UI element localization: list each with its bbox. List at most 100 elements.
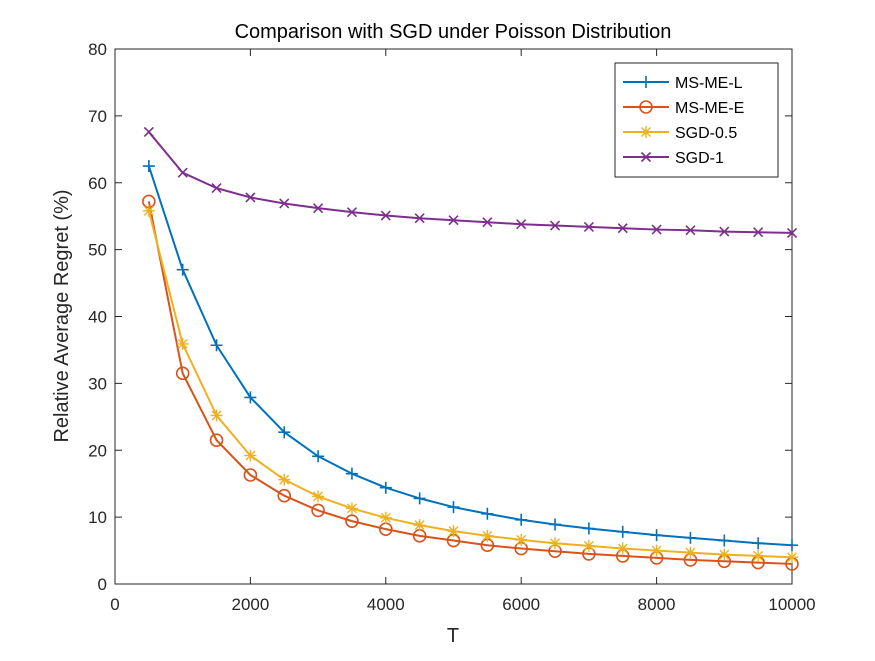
data-point-sgd-0-5 — [549, 537, 562, 550]
x-tick-label: 0 — [110, 595, 119, 614]
series-ms-me-l — [142, 160, 798, 552]
data-point-ms-me-e — [175, 366, 190, 381]
data-point-sgd-0-5 — [413, 519, 426, 532]
data-point-sgd-0-5 — [210, 409, 223, 422]
data-point-sgd-0-5 — [481, 529, 494, 542]
data-point-ms-me-e — [311, 503, 325, 518]
y-tick-label: 30 — [88, 374, 107, 393]
legend-entry-ms-me-l: MS-ME-L — [623, 75, 743, 92]
data-point-ms-me-e — [277, 488, 292, 503]
data-point-sgd-0-5 — [650, 544, 663, 557]
data-point-ms-me-e — [209, 433, 224, 448]
data-point-sgd-0-5 — [244, 449, 257, 462]
y-tick-label: 0 — [98, 575, 107, 594]
data-point-ms-me-l — [515, 513, 528, 526]
data-point-sgd-1 — [786, 227, 798, 238]
data-point-sgd-1 — [549, 220, 561, 231]
data-point-sgd-1 — [414, 213, 425, 224]
data-point-sgd-0-5 — [278, 473, 291, 486]
data-point-sgd-1 — [211, 183, 222, 194]
x-axis-label: T — [447, 625, 459, 647]
x-tick-label: 2000 — [231, 595, 269, 614]
data-point-sgd-0-5 — [515, 533, 528, 546]
data-point-ms-me-l — [684, 531, 697, 544]
data-point-sgd-1 — [177, 167, 188, 178]
data-point-sgd-0-5 — [447, 525, 460, 538]
data-point-sgd-0-5 — [718, 548, 731, 561]
legend: MS-ME-L MS-ME-E SGD-0.5 SGD-1 — [614, 62, 779, 178]
data-point-ms-me-l — [582, 522, 595, 535]
legend-marker-sgd-0-5 — [640, 126, 652, 138]
data-point-sgd-1 — [482, 217, 493, 228]
data-point-sgd-0-5 — [379, 511, 392, 524]
data-point-sgd-0-5 — [142, 204, 155, 217]
legend-label-sgd-0-5: SGD-0.5 — [675, 125, 737, 142]
axes: 0 2000 4000 6000 8000 10000 0 10 20 30 40 50 60 70 80 — [88, 40, 816, 614]
series-sgd-1 — [143, 126, 798, 238]
legend-marker-ms-me-e — [639, 100, 653, 114]
data-point-sgd-1 — [516, 219, 527, 230]
x-tick-label: 10000 — [768, 595, 815, 614]
data-point-sgd-1 — [313, 203, 324, 214]
data-point-sgd-0-5 — [176, 337, 189, 350]
data-point-sgd-0-5 — [752, 549, 765, 562]
y-tick-label: 80 — [88, 40, 107, 59]
data-point-sgd-0-5 — [786, 551, 798, 564]
data-point-sgd-1 — [245, 192, 256, 203]
data-point-ms-me-l — [345, 467, 358, 480]
legend-label-ms-me-e: MS-ME-E — [675, 100, 744, 117]
x-tick-label: 6000 — [502, 595, 540, 614]
data-point-sgd-1 — [651, 224, 662, 235]
y-tick-label: 50 — [88, 241, 107, 260]
series-ms-me-e — [142, 194, 799, 571]
data-point-sgd-1 — [617, 223, 628, 234]
y-tick-label: 20 — [88, 441, 107, 460]
data-point-sgd-1 — [346, 207, 358, 218]
y-tick-label: 10 — [88, 508, 107, 527]
series-sgd-0-5 — [142, 204, 798, 564]
data-point-sgd-0-5 — [582, 539, 595, 552]
data-point-sgd-0-5 — [345, 502, 358, 515]
data-point-sgd-1 — [279, 198, 290, 209]
data-point-sgd-1 — [448, 215, 459, 226]
legend-entry-ms-me-e: MS-ME-E — [623, 100, 744, 117]
legend-marker-sgd-1 — [640, 151, 652, 163]
data-point-ms-me-l — [752, 537, 765, 550]
data-point-ms-me-l — [481, 507, 494, 520]
legend-label-ms-me-l: MS-ME-L — [675, 75, 743, 92]
data-point-sgd-1 — [685, 225, 696, 236]
data-point-ms-me-e — [243, 468, 258, 482]
series-line-sgd-1 — [148, 131, 793, 234]
data-point-ms-me-l — [312, 450, 325, 463]
data-point-ms-me-l — [278, 426, 291, 439]
data-point-ms-me-l — [549, 518, 562, 531]
legend-marker-ms-me-l — [640, 76, 652, 88]
data-point-ms-me-l — [616, 525, 629, 538]
y-tick-label: 70 — [88, 107, 107, 126]
data-point-sgd-1 — [753, 227, 764, 238]
legend-entry-sgd-0-5: SGD-0.5 — [623, 125, 737, 142]
data-point-sgd-0-5 — [616, 542, 629, 555]
data-point-ms-me-l — [786, 539, 798, 552]
data-point-ms-me-e — [345, 514, 359, 528]
legend-label-sgd-1: SGD-1 — [675, 150, 724, 167]
data-point-ms-me-l — [142, 160, 155, 173]
data-point-ms-me-l — [210, 339, 223, 352]
data-point-sgd-1 — [143, 126, 154, 137]
data-point-ms-me-l — [379, 481, 392, 494]
data-point-ms-me-l — [413, 492, 426, 505]
data-point-sgd-0-5 — [684, 546, 697, 559]
series-layer — [142, 126, 799, 571]
x-tick-label: 4000 — [367, 595, 405, 614]
y-tick-label: 40 — [88, 308, 107, 327]
y-axis-label: Relative Average Regret (%) — [51, 189, 73, 442]
data-point-ms-me-l — [244, 391, 257, 404]
data-point-ms-me-l — [447, 501, 460, 514]
data-point-sgd-1 — [380, 210, 391, 221]
data-point-ms-me-l — [650, 529, 663, 542]
y-tick-label: 60 — [88, 174, 107, 193]
legend-entry-sgd-1: SGD-1 — [623, 150, 724, 167]
chart-title: Comparison with SGD under Poisson Distri… — [235, 21, 672, 43]
